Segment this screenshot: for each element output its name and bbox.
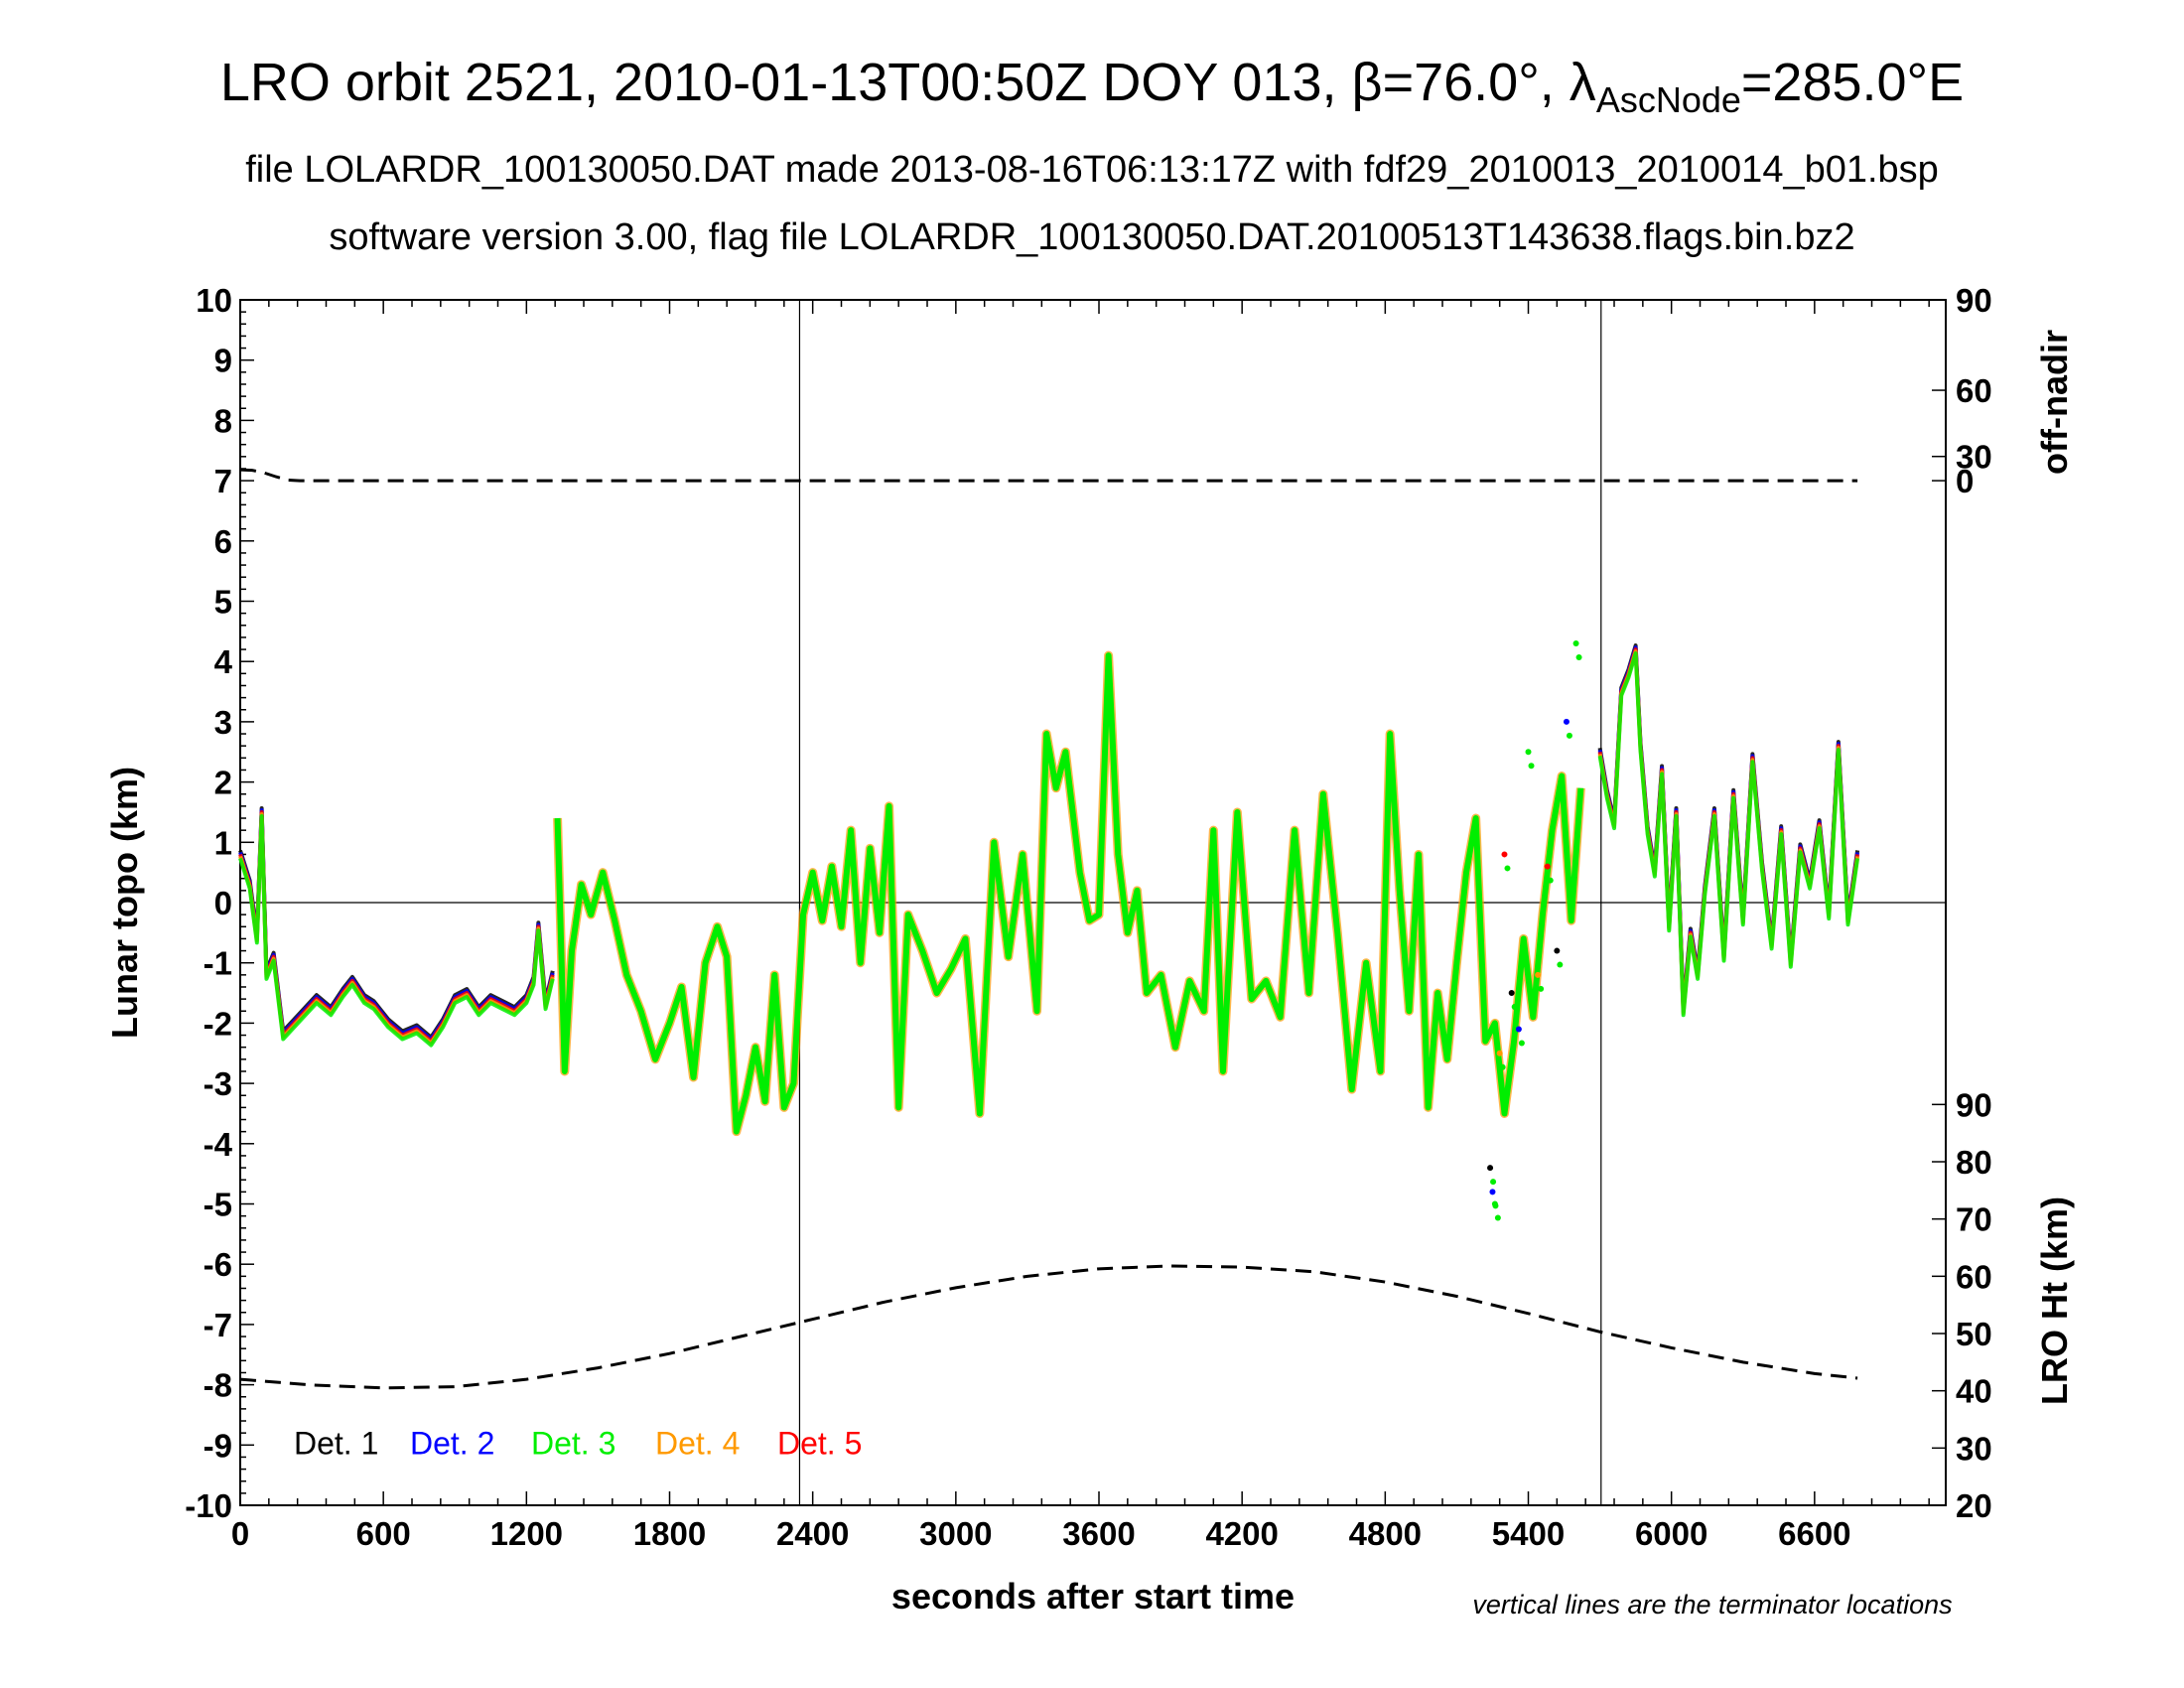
topo-point bbox=[1491, 1200, 1498, 1207]
y-tick-label: -3 bbox=[204, 1065, 232, 1102]
y-tick-label: 5 bbox=[214, 584, 232, 621]
topo-point bbox=[1504, 865, 1511, 872]
x-tick-label: 2400 bbox=[776, 1515, 849, 1552]
chart-title: LRO orbit 2521, 2010-01-13T00:50Z DOY 01… bbox=[219, 53, 1965, 120]
height-tick-label: 70 bbox=[1956, 1201, 1992, 1238]
height-tick-label: 30 bbox=[1956, 1430, 1992, 1467]
x-tick-label: 4200 bbox=[1205, 1515, 1278, 1552]
reference-lines bbox=[240, 300, 1946, 1505]
topo-point bbox=[1528, 763, 1535, 770]
legend-entry: Det. 2 bbox=[410, 1425, 494, 1461]
y-tick-label: -4 bbox=[204, 1126, 233, 1163]
height-tick-label: 20 bbox=[1956, 1487, 1992, 1524]
topo-point bbox=[1518, 1040, 1525, 1047]
topo-series-det3 bbox=[554, 652, 1584, 1135]
y-tick-label: 1 bbox=[214, 824, 232, 861]
topo-point bbox=[1490, 1179, 1497, 1186]
x-axis: 0 600 1200 1800 2400 3000 3600 4200 4800 5400 6000… bbox=[231, 300, 1930, 1552]
y-tick-label: -2 bbox=[204, 1005, 232, 1042]
legend-entry: Det. 4 bbox=[655, 1425, 740, 1461]
x-tick-label: 600 bbox=[356, 1515, 411, 1552]
y-tick-label: -10 bbox=[185, 1487, 232, 1524]
y-axis-label: Lunar topo (km) bbox=[104, 767, 145, 1039]
topo-point bbox=[1499, 1063, 1506, 1070]
x-tick-label: 0 bbox=[231, 1515, 249, 1552]
x-tick-label: 4800 bbox=[1349, 1515, 1422, 1552]
topography-data bbox=[238, 639, 1860, 1221]
legend-entry: Det. 1 bbox=[294, 1425, 378, 1461]
topo-point bbox=[1572, 639, 1579, 646]
topo-point bbox=[1487, 1165, 1494, 1172]
off-nadir-axis-label: off-nadir bbox=[2034, 330, 2075, 475]
y-tick-label: -1 bbox=[204, 945, 232, 982]
x-tick-label: 1200 bbox=[490, 1515, 563, 1552]
offnadir-tick-label: 30 bbox=[1956, 439, 1992, 476]
chart-subtitle-software: software version 3.00, flag file LOLARDR… bbox=[329, 216, 1855, 258]
height-tick-label: 90 bbox=[1956, 1086, 1992, 1123]
topo-point bbox=[1508, 990, 1515, 997]
x-tick-label: 6600 bbox=[1778, 1515, 1850, 1552]
topo-series-overlap bbox=[238, 813, 555, 1048]
y-tick-label: 7 bbox=[214, 463, 232, 499]
y-tick-label: 10 bbox=[196, 282, 232, 319]
height-tick-label: 40 bbox=[1956, 1373, 1992, 1410]
y-tick-label: -7 bbox=[204, 1307, 232, 1343]
height-tick-label: 60 bbox=[1956, 1258, 1992, 1295]
height-tick-label: 80 bbox=[1956, 1144, 1992, 1181]
y-tick-label: -9 bbox=[204, 1427, 232, 1464]
legend-entry: Det. 3 bbox=[531, 1425, 615, 1461]
topo-point bbox=[1515, 1026, 1522, 1033]
chart-subtitle-file: file LOLARDR_100130050.DAT made 2013-08-… bbox=[245, 149, 1939, 191]
topo-point bbox=[1563, 718, 1570, 725]
x-tick-label: 1800 bbox=[633, 1515, 706, 1552]
y-tick-label: 8 bbox=[214, 402, 232, 439]
y-tick-label: 4 bbox=[214, 643, 233, 680]
x-tick-label: 3600 bbox=[1062, 1515, 1135, 1552]
legend-entry: Det. 5 bbox=[777, 1425, 862, 1461]
topo-point bbox=[1535, 971, 1542, 978]
height-trace bbox=[239, 1264, 1858, 1390]
topo-series-overlap bbox=[1597, 651, 1860, 1018]
topo-point bbox=[1544, 863, 1551, 870]
offnadir-tick-label: 90 bbox=[1956, 282, 1992, 319]
y-tick-label: 0 bbox=[214, 885, 232, 921]
terminator-note: vertical lines are the terminator locati… bbox=[1472, 1590, 1952, 1619]
y-tick-label: 3 bbox=[214, 704, 232, 741]
off-nadir-trace bbox=[239, 468, 1858, 483]
topo-point bbox=[1494, 1214, 1501, 1221]
height-tick-label: 50 bbox=[1956, 1316, 1992, 1352]
y-tick-label: -6 bbox=[204, 1246, 232, 1283]
topo-point bbox=[1525, 749, 1532, 756]
topo-point bbox=[1511, 1004, 1518, 1011]
offnadir-tick-label: 60 bbox=[1956, 372, 1992, 409]
topo-point bbox=[1557, 961, 1564, 968]
y-tick-label: -5 bbox=[204, 1187, 232, 1223]
y-tick-label: -8 bbox=[204, 1367, 232, 1404]
topo-point bbox=[1554, 947, 1561, 954]
x-tick-label: 6000 bbox=[1635, 1515, 1707, 1552]
x-tick-label: 3000 bbox=[919, 1515, 992, 1552]
y-tick-label: 6 bbox=[214, 523, 232, 560]
topo-point bbox=[1575, 653, 1582, 660]
x-tick-label: 5400 bbox=[1492, 1515, 1565, 1552]
x-axis-label: seconds after start time bbox=[891, 1576, 1295, 1617]
height-axis-label: LRO Ht (km) bbox=[2034, 1196, 2075, 1405]
legend: Det. 1 Det. 2 Det. 3 Det. 4 Det. 5 bbox=[294, 1425, 862, 1461]
topo-point bbox=[1489, 1189, 1496, 1196]
offnadir-tick-label: 0 bbox=[1956, 463, 1974, 499]
topo-point bbox=[1547, 877, 1554, 884]
topo-point bbox=[1538, 985, 1545, 992]
topo-point bbox=[1566, 732, 1572, 739]
topo-point bbox=[1501, 851, 1508, 858]
topo-point bbox=[1496, 1050, 1503, 1056]
spacecraft-traces bbox=[239, 468, 1858, 1390]
y-tick-label: 9 bbox=[214, 343, 232, 379]
y-tick-label: 2 bbox=[214, 765, 232, 801]
